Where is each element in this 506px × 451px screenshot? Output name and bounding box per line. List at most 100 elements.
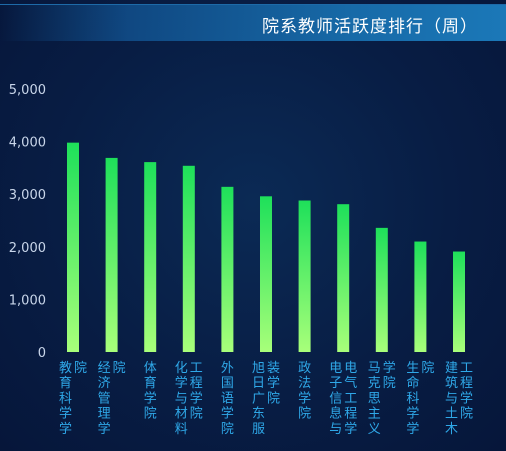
x-tick-label-char: 院	[190, 407, 203, 422]
bar[interactable]	[260, 196, 272, 352]
x-tick-label-char: 院	[144, 407, 157, 422]
x-tick-label-char: 程	[190, 376, 203, 391]
x-tick-label-char: 工	[190, 361, 203, 376]
x-tick-label-char: 学	[406, 406, 419, 422]
x-tick-label-char: 义	[368, 422, 381, 437]
x-tick-label-char: 土	[445, 407, 458, 422]
x-tick-label-char: 料	[175, 422, 188, 437]
y-tick-label: 1,000	[9, 293, 46, 308]
x-tick-label-char: 信	[329, 391, 342, 406]
bar[interactable]	[182, 165, 195, 352]
x-tick-label-char: 科	[406, 391, 419, 406]
x-tick-label-char: 息	[329, 406, 342, 422]
x-tick-label-char: 学	[460, 390, 473, 406]
x-tick-label-char: 外	[221, 361, 234, 376]
x-tick-label-char: 政	[298, 361, 311, 376]
title-bar: 院系教师活跃度排行（周）	[0, 4, 506, 41]
x-tick-label-char: 程	[460, 376, 473, 391]
y-axis: 0 1,000 2,000 3,000 4,000 5,000	[9, 83, 46, 361]
x-tick-label-char: 电	[329, 361, 342, 376]
x-tick-label-char: 与	[175, 391, 188, 406]
x-tick-label-char: 日	[252, 376, 265, 391]
x-tick-label-char: 材	[175, 407, 188, 422]
bar-series	[67, 142, 465, 352]
x-tick-label-char: 学	[59, 421, 72, 437]
x-tick-label-char: 工	[344, 391, 357, 406]
x-tick-label-char: 学	[221, 406, 234, 422]
bar[interactable]	[414, 241, 427, 352]
x-tick-label-char: 与	[329, 422, 342, 437]
x-tick-label-char: 院	[383, 376, 396, 391]
x-tick-label-char: 院	[267, 391, 280, 406]
x-tick-label-char: 克	[368, 376, 381, 391]
x-tick-label-char: 气	[344, 375, 357, 391]
x-tick-label-char: 主	[368, 407, 381, 422]
x-tick-label-char: 经	[98, 361, 111, 376]
x-tick-label-char: 院	[113, 361, 126, 376]
x-tick-label-char: 命	[406, 375, 419, 391]
x-tick-label-char: 教	[59, 360, 72, 376]
x-tick-label-char: 院	[460, 407, 473, 422]
x-tick-label-char: 旭	[252, 361, 265, 376]
bar[interactable]	[67, 142, 79, 352]
x-tick-label-char: 管	[98, 391, 111, 406]
bar[interactable]	[375, 227, 388, 352]
y-tick-label: 3,000	[9, 188, 46, 203]
x-tick-label-char: 学	[267, 375, 280, 391]
x-tick-label-char: 国	[221, 376, 234, 391]
x-tick-label-char: 院	[421, 361, 434, 376]
x-tick-label-char: 服	[252, 422, 265, 437]
x-tick-label-char: 语	[221, 391, 234, 406]
x-tick-label-char: 子	[329, 376, 342, 391]
x-tick-label-char: 筑	[445, 375, 458, 391]
x-tick-label-char: 学	[190, 390, 203, 406]
y-tick-label: 2,000	[9, 241, 46, 256]
x-tick-label-char: 装	[267, 361, 280, 376]
x-tick-label-char: 广	[252, 391, 265, 406]
x-tick-label-char: 建	[445, 361, 458, 376]
bar[interactable]	[453, 251, 465, 352]
bar[interactable]	[221, 186, 234, 352]
x-tick-label-char: 东	[252, 407, 265, 422]
bar[interactable]	[298, 200, 311, 352]
x-tick-label-char: 院	[221, 422, 234, 437]
x-tick-label-char: 院	[74, 361, 87, 376]
y-tick-label: 5,000	[9, 83, 46, 98]
x-tick-label-char: 科	[59, 391, 72, 406]
x-tick-label-char: 学	[406, 421, 419, 437]
y-tick-label: 4,000	[9, 136, 46, 151]
y-tick-label: 0	[38, 346, 46, 361]
x-tick-label-char: 思	[368, 391, 381, 406]
x-tick-label-char: 体	[144, 361, 157, 376]
bar[interactable]	[105, 157, 118, 352]
x-tick-label-char: 电	[344, 361, 357, 376]
x-tick-label-char: 育	[144, 375, 157, 391]
x-tick-label-char: 法	[298, 376, 311, 391]
x-tick-label-char: 与	[445, 391, 458, 406]
x-tick-label-char: 学	[298, 390, 311, 406]
x-tick-label-char: 马	[368, 361, 381, 376]
x-tick-label-char: 木	[445, 422, 458, 437]
x-axis: 院教育科学学院经济管理学体育学院工程学院化学与材料外国语学院装学院旭日广东服政法…	[59, 360, 473, 437]
bar[interactable]	[144, 162, 157, 352]
x-tick-label-char: 育	[59, 375, 72, 391]
x-tick-label-char: 理	[98, 407, 111, 422]
x-tick-label-char: 学	[383, 360, 396, 376]
x-tick-label-char: 工	[460, 361, 473, 376]
chart-title: 院系教师活跃度排行（周）	[262, 17, 478, 37]
bar[interactable]	[337, 204, 350, 352]
x-tick-label-char: 程	[344, 407, 357, 422]
x-tick-label-char: 化	[175, 361, 188, 376]
x-tick-label-char: 学	[344, 421, 357, 437]
x-tick-label-char: 济	[98, 376, 111, 391]
